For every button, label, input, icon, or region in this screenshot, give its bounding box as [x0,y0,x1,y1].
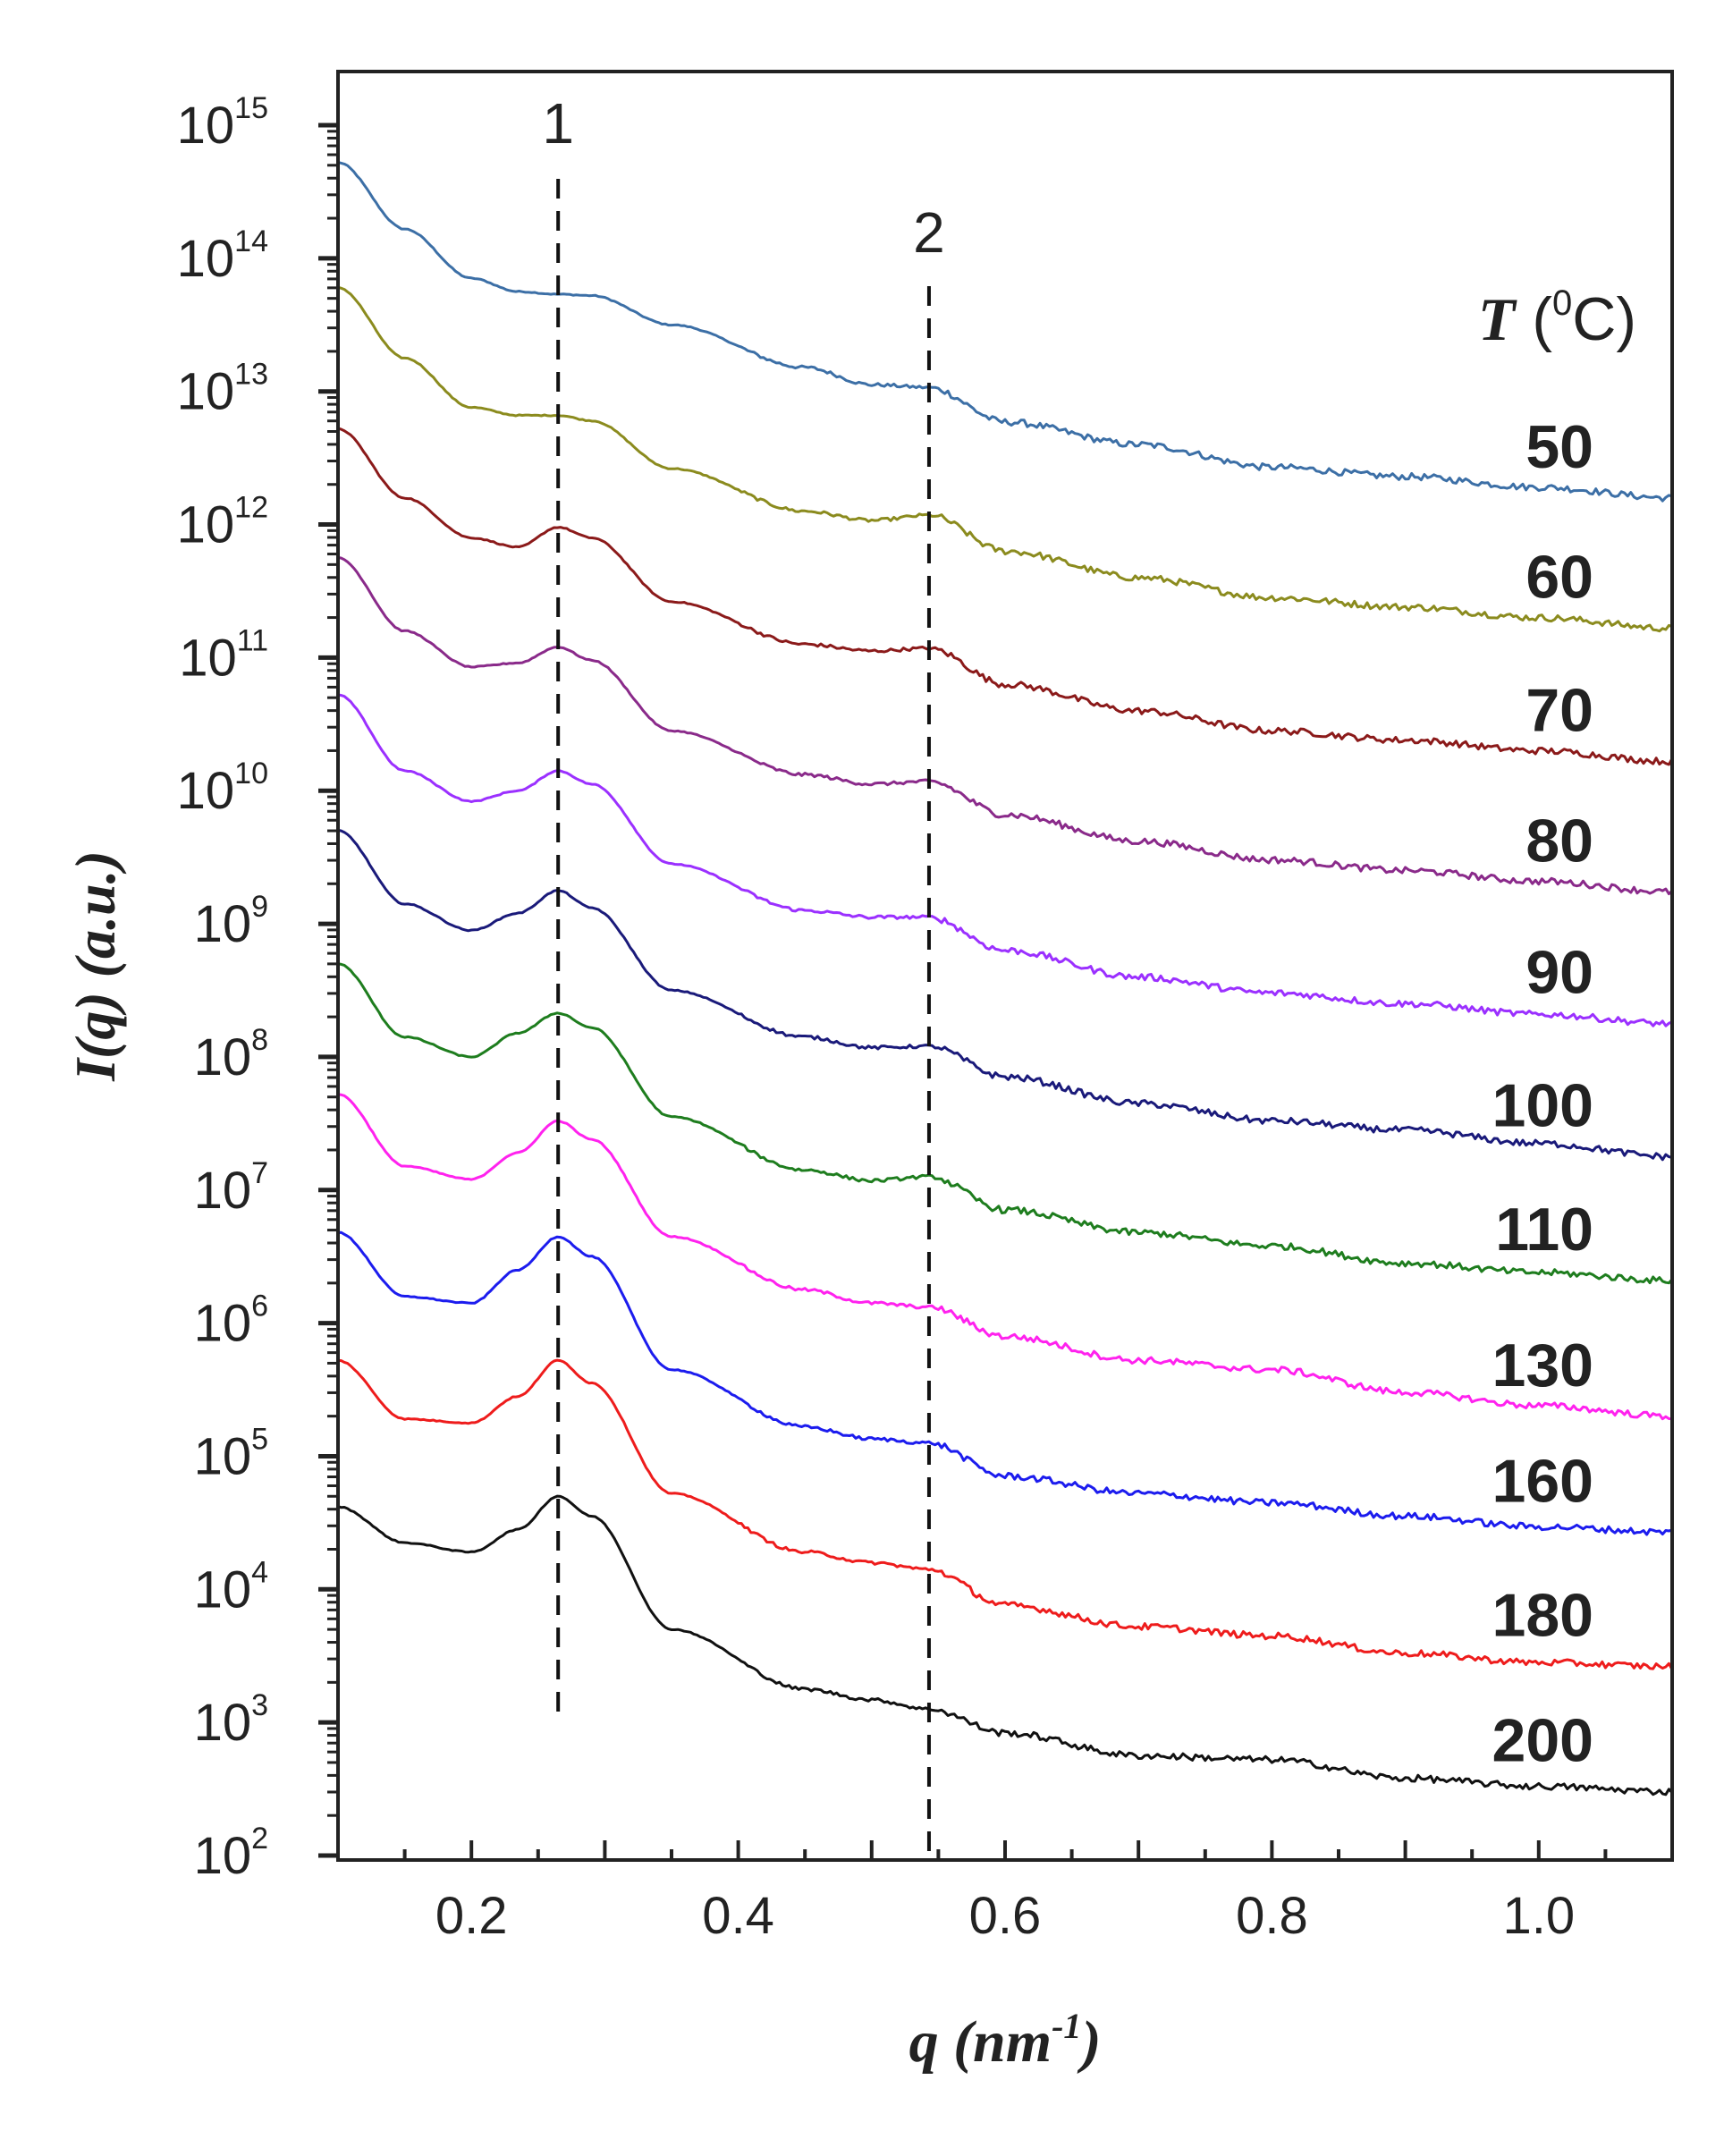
series-line-200 [337,1494,1674,1797]
y-tick-label: 102 [194,1822,268,1885]
legend-title-unit: C) [1572,285,1636,353]
series-line-160 [337,1230,1673,1536]
legend-title-open: ( [1515,285,1552,353]
x-axis-title-sup: -1 [1052,2006,1081,2046]
temperature-label-180: 180 [1492,1582,1593,1650]
x-axis-title-main: q (nm [909,2009,1052,2075]
temperature-label-70: 70 [1525,676,1593,744]
series-line-70 [337,427,1674,766]
series-line-80 [337,555,1674,896]
temperature-label-100: 100 [1492,1072,1593,1140]
y-tick-label: 108 [194,1023,268,1086]
series-line-90 [337,693,1673,1027]
y-tick-label: 104 [194,1555,268,1619]
y-tick-label: 1011 [179,623,268,687]
x-tick-label: 0.8 [1236,1887,1308,1945]
y-tick-label: 109 [194,890,268,953]
peak-marker-label-2: 2 [913,200,945,265]
y-tick-label: 1014 [177,224,268,288]
y-tick-label: 1015 [177,91,268,155]
legend-title-degree: 0 [1552,283,1572,323]
temperature-label-110: 110 [1495,1196,1593,1264]
series-line-130 [337,1093,1673,1421]
y-tick-label: 105 [194,1422,268,1485]
series-line-110 [337,962,1674,1285]
temperature-labels: 50 60 70 80 90 100 110 130 160 180 200 [1492,413,1593,1775]
series-layer [337,161,1674,1797]
y-axis-title: I(q) (a.u.) [63,850,127,1082]
temperature-label-90: 90 [1525,939,1593,1007]
legend-title: T (0C) [1478,283,1636,353]
temperature-label-160: 160 [1492,1447,1593,1515]
temperature-label-60: 60 [1525,544,1593,612]
temperature-label-130: 130 [1492,1332,1593,1399]
y-tick-label: 107 [194,1156,268,1220]
temperature-label-80: 80 [1525,807,1593,875]
series-line-50 [337,161,1673,503]
series-line-180 [337,1358,1674,1670]
x-axis-title-close: ) [1077,2009,1101,2075]
x-tick-label: 0.6 [969,1887,1042,1945]
peak-marker-layer: 12 [542,91,945,1851]
series-line-100 [337,828,1673,1162]
legend-title-symbol: T [1478,285,1517,353]
y-tick-label: 106 [194,1289,268,1353]
x-tick-label: 0.4 [702,1887,774,1945]
temperature-label-50: 50 [1525,413,1593,481]
x-tick-label: 1.0 [1502,1887,1575,1945]
peak-marker-label-1: 1 [542,91,574,156]
y-tick-label: 1010 [177,757,268,820]
y-axis: 102 103 104 105 106 107 108 109 1010 1011 1012 1013… [177,91,338,1885]
y-tick-label: 103 [194,1688,268,1752]
y-tick-label: 1012 [177,491,268,554]
x-tick-label: 0.2 [435,1887,508,1945]
x-axis-title: q (nm-1) [909,2006,1102,2075]
y-tick-label: 1013 [177,358,268,421]
series-line-60 [337,285,1673,633]
x-axis: 0.2 0.4 0.6 0.8 1.0 [336,1840,1674,1945]
temperature-label-200: 200 [1492,1707,1593,1775]
